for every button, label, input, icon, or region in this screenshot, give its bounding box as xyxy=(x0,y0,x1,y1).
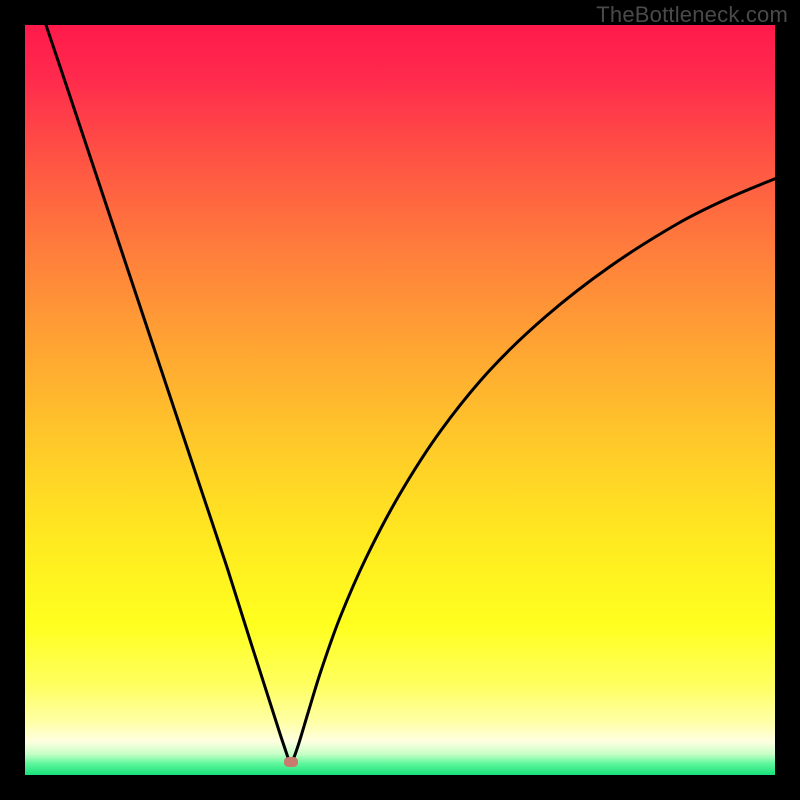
watermark-text: TheBottleneck.com xyxy=(596,2,788,28)
minimum-marker xyxy=(284,757,298,767)
curve-path xyxy=(46,25,775,764)
plot-area xyxy=(25,25,775,775)
outer-frame: TheBottleneck.com xyxy=(0,0,800,800)
bottleneck-curve xyxy=(25,25,775,775)
